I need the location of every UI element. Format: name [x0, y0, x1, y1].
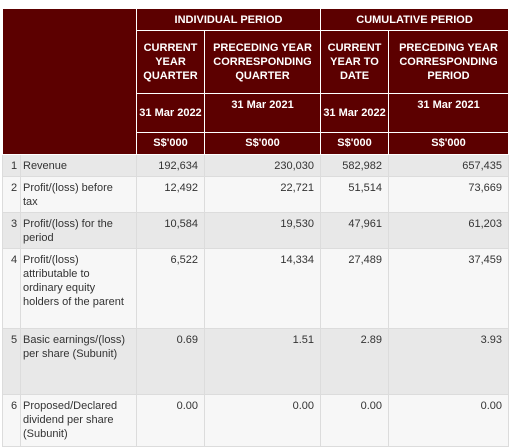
row-value-preceding-year-quarter: 14,334	[203, 248, 322, 329]
header-row-units: S$'000 S$'000 S$'000 S$'000	[3, 131, 510, 156]
row-value-preceding-year-period: 657,435	[388, 154, 510, 177]
row-value-current-year-quarter: 12,492	[136, 176, 205, 213]
row-value-current-year-quarter: 0.69	[136, 328, 205, 395]
row-index: 1	[2, 154, 21, 177]
header-current-year-quarter: CURRENT YEAR QUARTER	[136, 30, 205, 95]
row-value-current-year-quarter: 10,584	[136, 212, 205, 249]
row-index: 3	[2, 212, 21, 249]
row-value-current-year-quarter: 0.00	[136, 394, 205, 447]
row-value-preceding-year-period: 61,203	[388, 212, 510, 249]
table-row-revenue: 1 Revenue 192,634 230,030 582,982 657,43…	[2, 154, 510, 177]
row-value-current-year-quarter: 192,634	[136, 154, 205, 177]
row-label: Basic earnings/(loss) per share (Subunit…	[20, 328, 137, 395]
financial-results-table: INDIVIDUAL PERIOD CUMULATIVE PERIOD CURR…	[2, 7, 510, 447]
row-value-current-year-quarter: 6,522	[136, 248, 205, 329]
header-date-col2: 31 Mar 2021	[203, 93, 322, 133]
row-value-current-year-to-date: 2.89	[320, 328, 390, 395]
header-date-col4: 31 Mar 2021	[388, 93, 510, 133]
row-label: Profit/(loss) before tax	[20, 176, 137, 213]
row-index: 2	[2, 176, 21, 213]
header-unit-col1: S$'000	[136, 131, 205, 156]
table-row-basic-eps: 5 Basic earnings/(loss) per share (Subun…	[2, 328, 510, 395]
row-value-current-year-to-date: 51,514	[320, 176, 390, 213]
header-current-year-to-date: CURRENT YEAR TO DATE	[320, 30, 390, 95]
table-row-profit-before-tax: 2 Profit/(loss) before tax 12,492 22,721…	[2, 176, 510, 213]
row-label: Profit/(loss) attributable to ordinary e…	[20, 248, 137, 329]
header-unit-col2: S$'000	[203, 131, 322, 156]
row-value-preceding-year-period: 3.93	[388, 328, 510, 395]
row-value-current-year-to-date: 0.00	[320, 394, 390, 447]
row-value-preceding-year-quarter: 230,030	[203, 154, 322, 177]
header-individual-period: INDIVIDUAL PERIOD	[135, 7, 322, 32]
row-index: 5	[2, 328, 21, 395]
header-date-col3: 31 Mar 2022	[320, 93, 390, 133]
header-row-titles: CURRENT YEAR QUARTER PRECEDING YEAR CORR…	[3, 30, 510, 95]
table-row-dividend-per-share: 6 Proposed/Declared dividend per share (…	[2, 394, 510, 447]
row-value-preceding-year-quarter: 22,721	[203, 176, 322, 213]
row-value-preceding-year-period: 0.00	[388, 394, 510, 447]
header-unit-col4: S$'000	[388, 131, 510, 156]
header-preceding-year-corresponding-quarter: PRECEDING YEAR CORRESPONDING QUARTER	[203, 30, 322, 95]
row-value-preceding-year-period: 73,669	[388, 176, 510, 213]
row-value-preceding-year-quarter: 19,530	[203, 212, 322, 249]
table-row-profit-for-period: 3 Profit/(loss) for the period 10,584 19…	[2, 212, 510, 249]
row-index: 4	[2, 248, 21, 329]
row-value-preceding-year-quarter: 1.51	[203, 328, 322, 395]
row-value-preceding-year-quarter: 0.00	[203, 394, 322, 447]
row-index: 6	[2, 394, 21, 447]
row-label: Revenue	[20, 154, 137, 177]
header-corner-cell	[2, 8, 137, 155]
row-value-current-year-to-date: 47,961	[320, 212, 390, 249]
header-unit-col3: S$'000	[320, 131, 390, 156]
header-date-col1: 31 Mar 2022	[136, 93, 205, 133]
header-row-periods: INDIVIDUAL PERIOD CUMULATIVE PERIOD	[2, 7, 510, 155]
row-value-preceding-year-period: 37,459	[388, 248, 510, 329]
row-value-current-year-to-date: 582,982	[320, 154, 390, 177]
row-label: Proposed/Declared dividend per share (Su…	[20, 394, 137, 447]
table-row-profit-attributable: 4 Profit/(loss) attributable to ordinary…	[2, 248, 510, 329]
header-preceding-year-corresponding-period: PRECEDING YEAR CORRESPONDING PERIOD	[388, 30, 510, 95]
row-value-current-year-to-date: 27,489	[320, 248, 390, 329]
row-label: Profit/(loss) for the period	[20, 212, 137, 249]
header-row-dates: 31 Mar 2022 31 Mar 2021 31 Mar 2022 31 M…	[3, 93, 510, 133]
header-cumulative-period: CUMULATIVE PERIOD	[320, 7, 510, 32]
